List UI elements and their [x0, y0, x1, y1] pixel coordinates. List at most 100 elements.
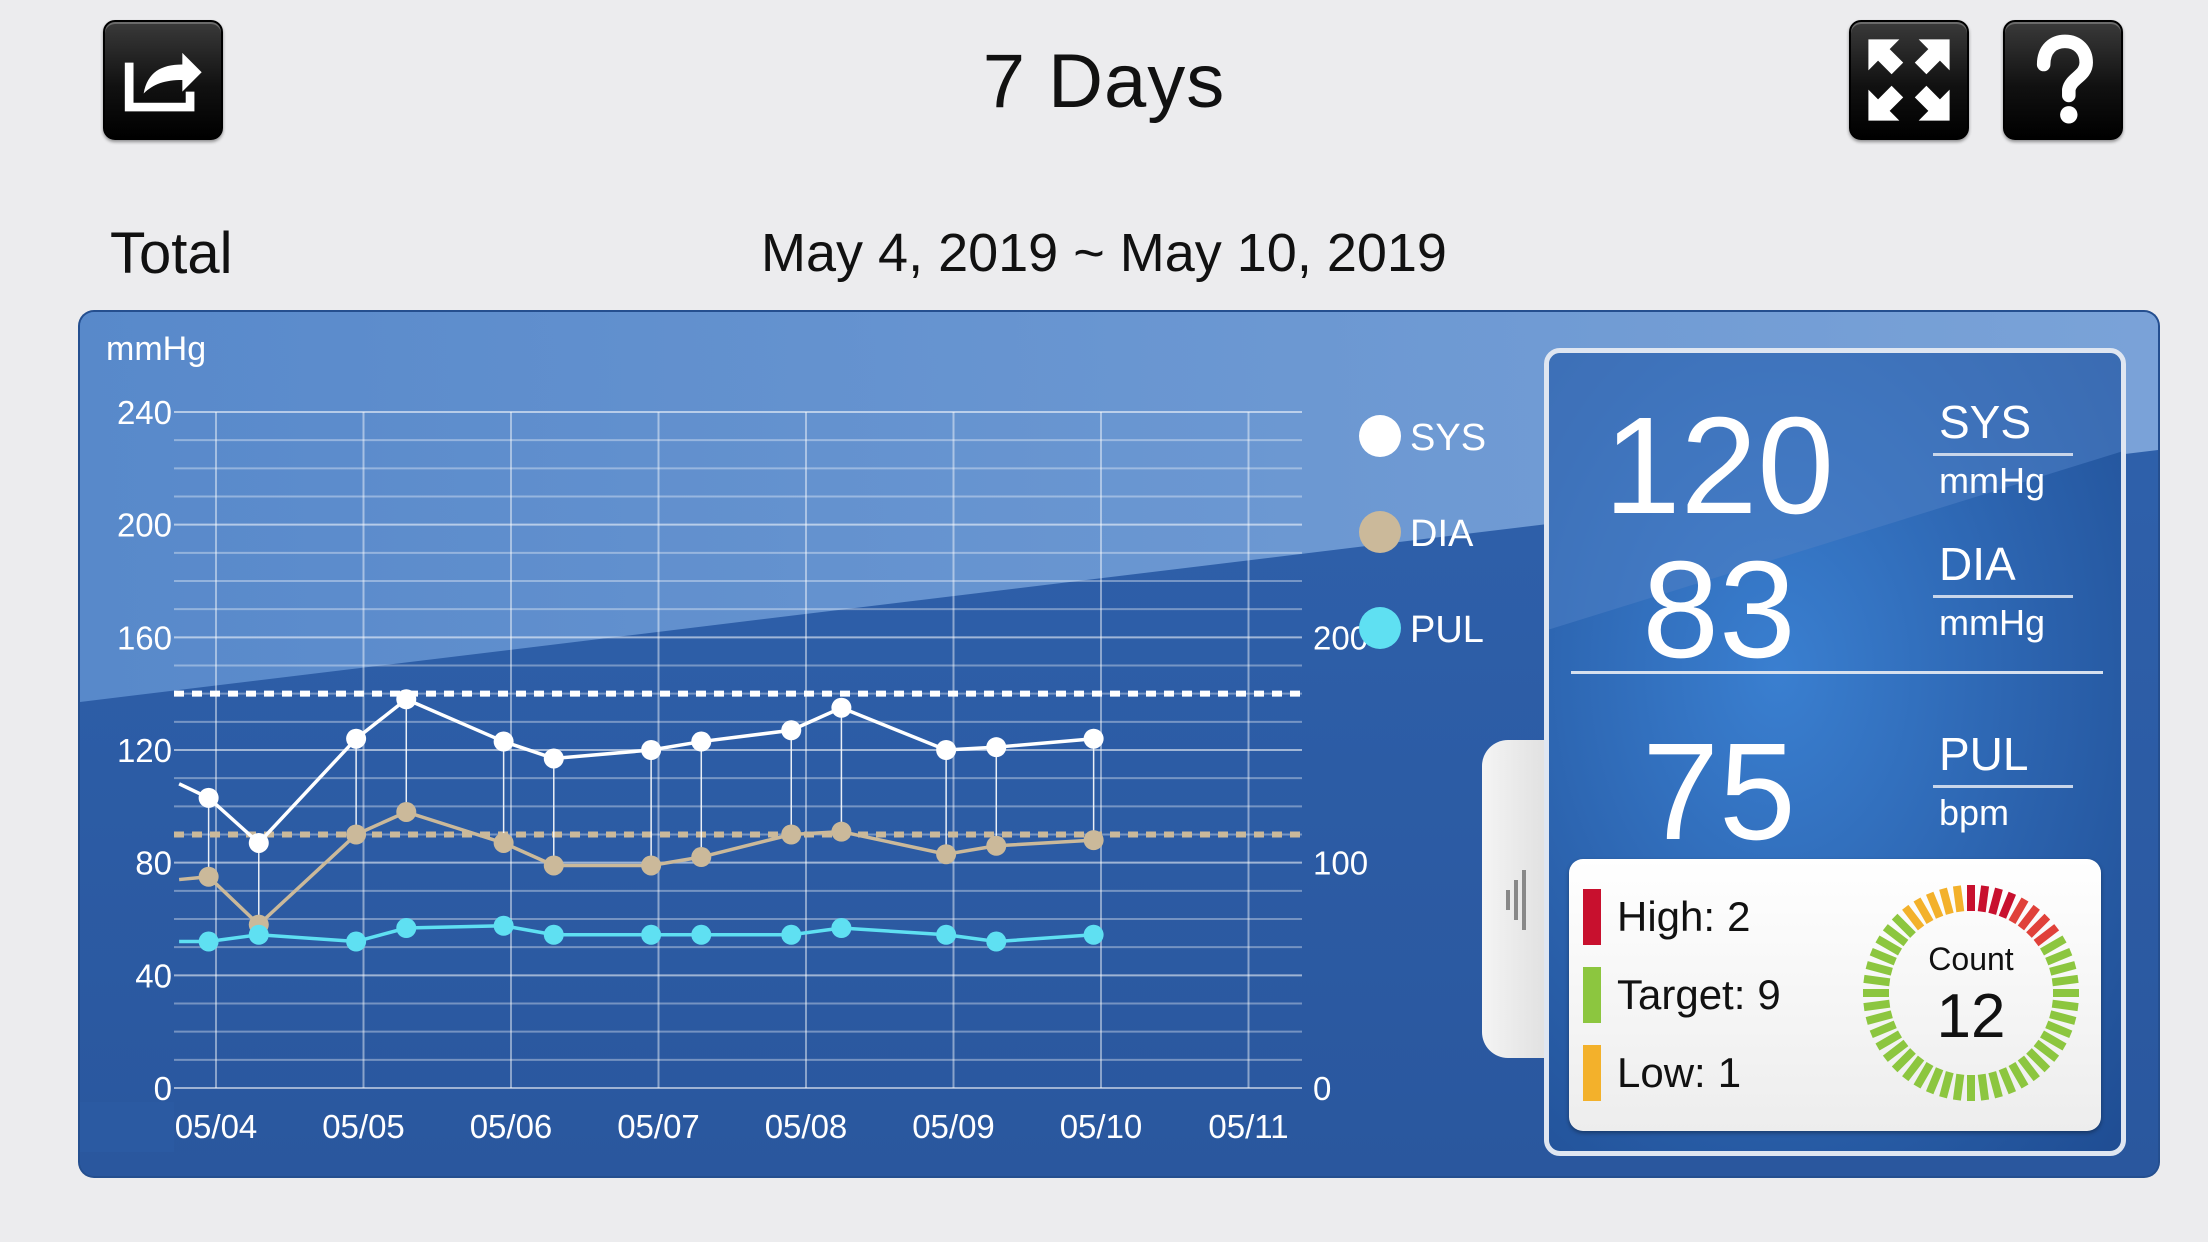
y-tick-label: 200	[117, 507, 172, 544]
x-tick-label: 05/10	[1060, 1108, 1143, 1145]
dia-point[interactable]	[691, 847, 712, 868]
dia-point[interactable]	[831, 821, 852, 842]
help-button[interactable]	[2003, 20, 2123, 140]
count-summary-card: High: 2 Target: 9 Low: 1 Count 12	[1569, 859, 2101, 1131]
pul-point[interactable]	[641, 924, 662, 945]
sys-point[interactable]	[831, 697, 852, 718]
dia-point[interactable]	[493, 832, 514, 853]
sys-point[interactable]	[781, 720, 802, 741]
legend-dot	[1359, 415, 1401, 457]
gauge-segment	[1988, 887, 2003, 915]
sys-point[interactable]	[248, 832, 269, 853]
gauge-segment	[1863, 974, 1891, 987]
gauge-segment	[2017, 1055, 2040, 1082]
dia-label: DIA	[1939, 538, 2016, 590]
question-mark-icon	[2036, 34, 2093, 124]
gauge-segment	[1939, 1071, 1954, 1099]
dia-point[interactable]	[198, 866, 219, 887]
gauge-segment	[1913, 897, 1934, 924]
pul-point[interactable]	[1083, 924, 1104, 945]
pul-divider	[1933, 785, 2073, 788]
high-count: High: 2	[1617, 893, 1751, 940]
gauge-segment	[1865, 961, 1893, 976]
gauge-segment	[1925, 891, 1944, 919]
legend-item-sys: SYS	[1359, 415, 1486, 459]
sys-point[interactable]	[986, 737, 1007, 758]
sys-point[interactable]	[543, 748, 564, 769]
gauge-segment	[1902, 904, 1925, 931]
sys-point[interactable]	[493, 731, 514, 752]
legend-label: PUL	[1410, 609, 1484, 651]
dia-point[interactable]	[936, 844, 957, 865]
legend-dot	[1359, 607, 1401, 649]
gauge-segment	[2033, 1039, 2060, 1062]
y-tick-label: 40	[135, 957, 172, 994]
target-swatch	[1583, 967, 1601, 1023]
pul-point[interactable]	[198, 931, 219, 952]
pul-point[interactable]	[831, 918, 852, 939]
sys-point[interactable]	[198, 787, 219, 808]
sys-point[interactable]	[1083, 728, 1104, 749]
y-tick-label: 120	[117, 732, 172, 769]
gauge-segment	[1939, 887, 1954, 915]
gauge-segment	[1891, 1048, 1916, 1073]
dia-series-line	[178, 810, 1094, 928]
sys-unit: mmHg	[1939, 460, 2045, 501]
dia-value: 83	[1642, 533, 1796, 687]
gauge-segment	[1952, 1073, 1965, 1101]
x-tick-label: 05/06	[470, 1108, 553, 1145]
gauge-segment	[1882, 924, 1909, 947]
dia-point[interactable]	[543, 855, 564, 876]
y2-tick-label: 100	[1313, 845, 1368, 882]
dia-point[interactable]	[781, 824, 802, 845]
latest-reading-panel: 120 SYS mmHg 83 DIA mmHg 75 PUL bpm High…	[1544, 348, 2126, 1156]
dia-point[interactable]	[346, 824, 367, 845]
low-swatch	[1583, 1045, 1601, 1101]
gauge-segment	[1977, 1073, 1990, 1101]
y-tick-label: 0	[154, 1070, 172, 1107]
pul-point[interactable]	[396, 918, 417, 939]
gauge-segment	[1875, 1030, 1902, 1051]
pul-point[interactable]	[691, 924, 712, 945]
gauge-segment	[1988, 1071, 2003, 1099]
gauge-segment	[1875, 935, 1902, 956]
page-title: 7 Days	[982, 39, 1226, 124]
dia-point[interactable]	[641, 855, 662, 876]
gauge-segment	[1913, 1062, 1934, 1089]
pul-point[interactable]	[248, 924, 269, 945]
y2-tick-label: 200	[1313, 619, 1368, 656]
legend-dot	[1359, 511, 1401, 553]
gauge-segment	[1869, 947, 1897, 966]
sys-value: 120	[1603, 389, 1835, 543]
total-label: Total	[110, 221, 233, 286]
pul-point[interactable]	[493, 915, 514, 936]
x-tick-label: 05/08	[765, 1108, 848, 1145]
sys-point[interactable]	[396, 689, 417, 710]
y-tick-label: 80	[135, 845, 172, 882]
gauge-segment	[1882, 1039, 1909, 1062]
gauge-segment	[2026, 913, 2051, 938]
pul-point[interactable]	[543, 924, 564, 945]
dia-point[interactable]	[1083, 830, 1104, 851]
share-button[interactable]	[103, 20, 223, 140]
pul-point[interactable]	[986, 931, 1007, 952]
sys-point[interactable]	[346, 728, 367, 749]
gauge-segment	[2033, 924, 2060, 947]
gauge-segment	[1865, 1010, 1893, 1025]
sys-point[interactable]	[691, 731, 712, 752]
gauge-segment	[1998, 1067, 2017, 1095]
expand-button[interactable]	[1849, 20, 1969, 140]
x-tick-label: 05/11	[1208, 1108, 1288, 1145]
sys-point[interactable]	[641, 740, 662, 760]
pul-point[interactable]	[346, 931, 367, 952]
pul-point[interactable]	[936, 924, 957, 945]
gauge-segment	[1952, 885, 1965, 913]
dia-point[interactable]	[986, 835, 1007, 856]
gauge-segment	[2008, 1062, 2029, 1089]
sys-divider	[1933, 453, 2073, 456]
pul-point[interactable]	[781, 924, 802, 945]
sys-point[interactable]	[936, 740, 957, 760]
dia-point[interactable]	[396, 801, 417, 822]
legend-item-dia: DIA	[1359, 511, 1474, 555]
y2-tick-label: 0	[1313, 1070, 1331, 1107]
